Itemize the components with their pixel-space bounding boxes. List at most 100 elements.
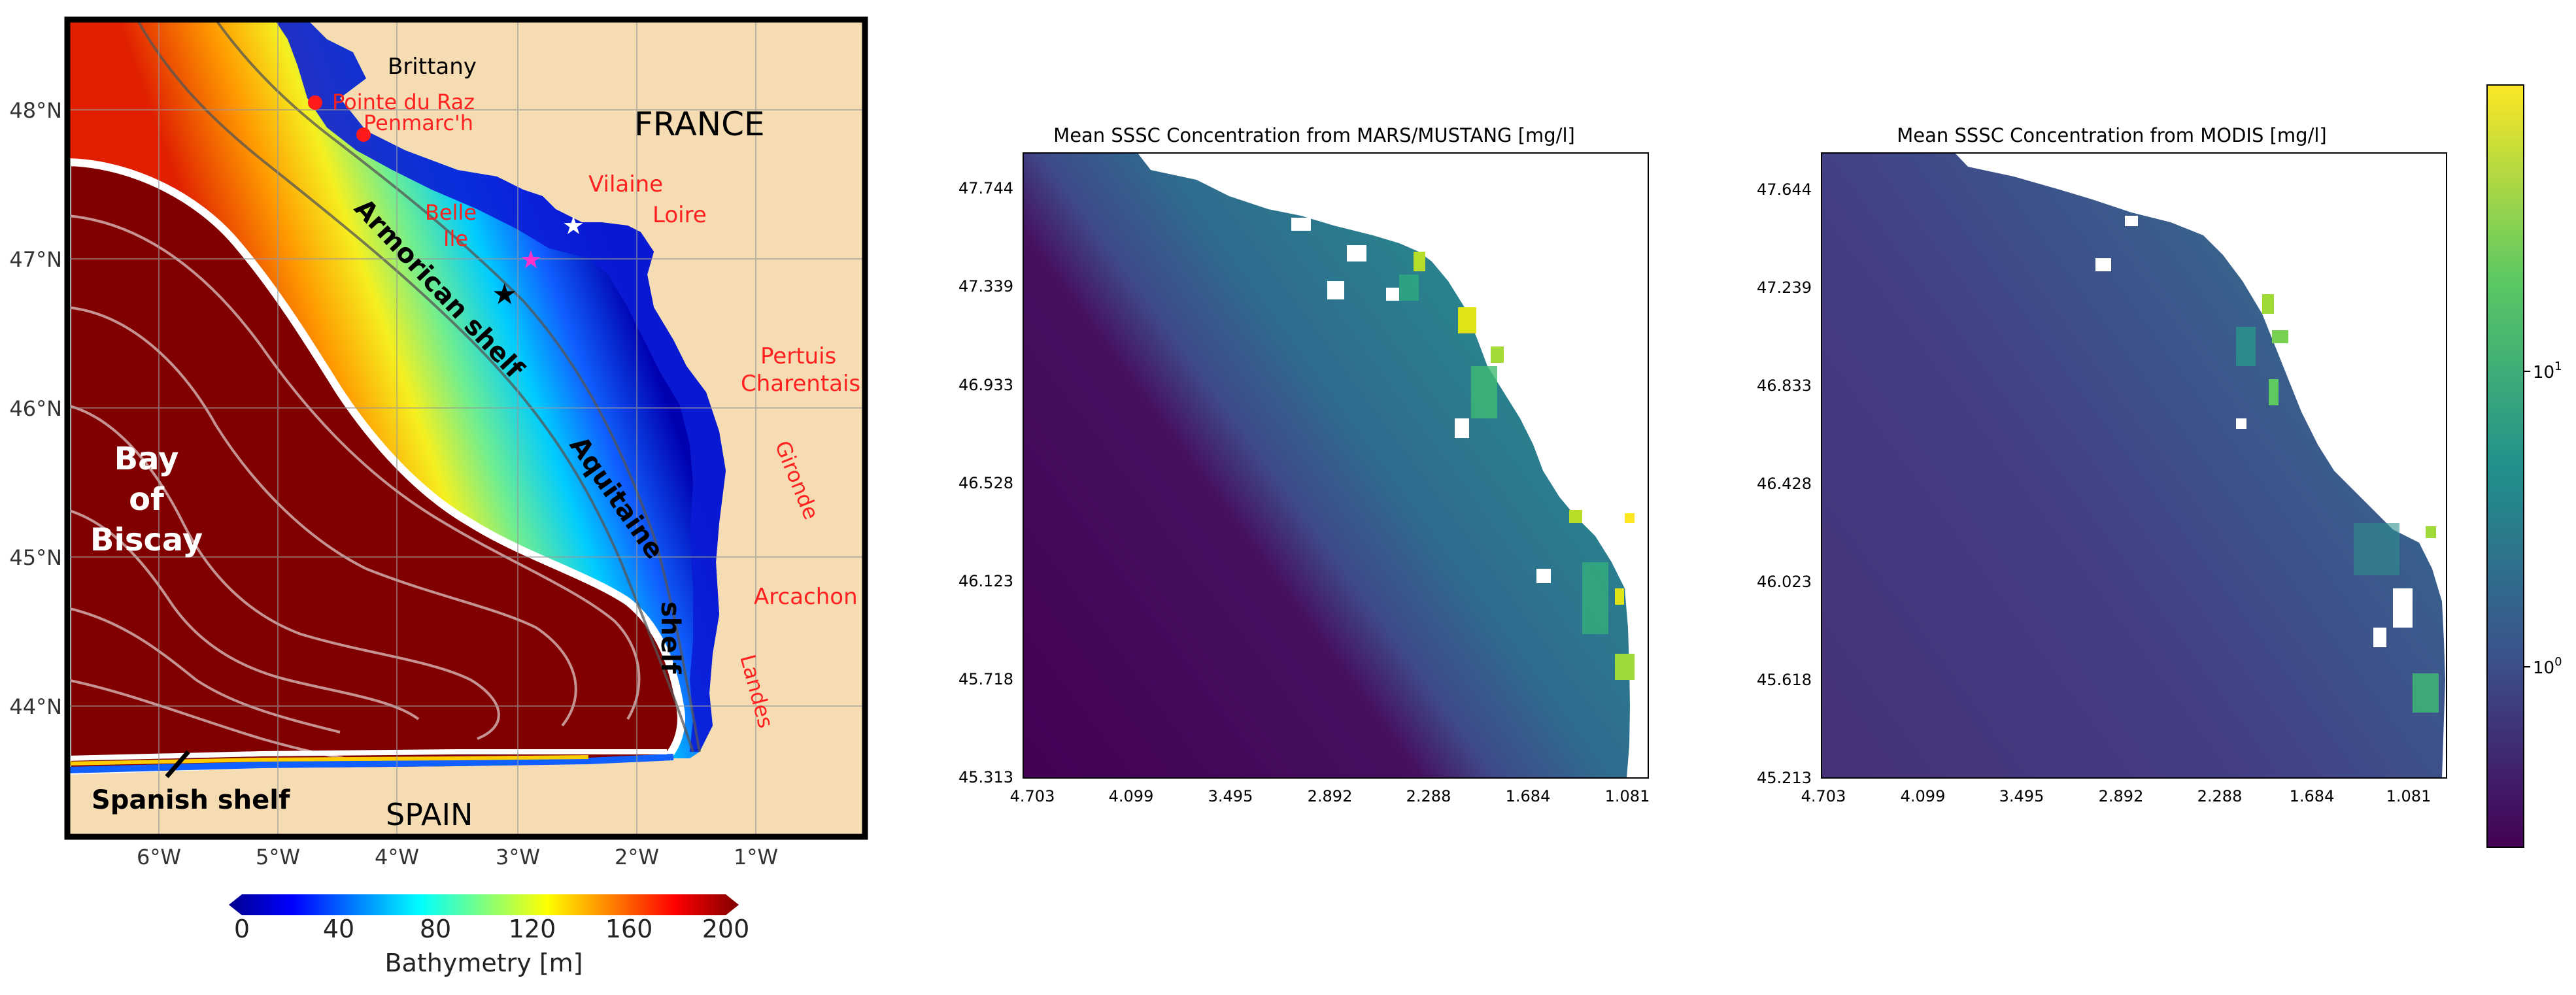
lat-tick: 48°N xyxy=(9,98,62,123)
mars-x-ticks: 4.703 4.099 3.495 2.892 2.288 1.684 1.08… xyxy=(1010,787,1650,805)
mars-y-ticks: 47.744 47.339 46.933 46.528 46.123 45.71… xyxy=(958,179,1013,786)
modis-masked-islands xyxy=(2095,216,2413,647)
mars-y-tick: 47.744 xyxy=(958,179,1013,197)
mars-x-tick: 1.684 xyxy=(1506,787,1551,805)
pointe-du-raz-marker xyxy=(308,95,322,110)
label-loire: Loire xyxy=(652,202,707,228)
modis-x-tick: 1.684 xyxy=(2290,787,2335,805)
sssc-colorbar-tick-label: 100 xyxy=(2533,655,2562,678)
shelf-contours xyxy=(136,20,701,752)
sssc-colorbar: 101 100 xyxy=(2486,84,2562,848)
mars-x-tick: 4.703 xyxy=(1010,787,1055,805)
modis-chart-title: Mean SSSC Concentration from MODIS [mg/l… xyxy=(1897,124,2326,146)
modis-y-tick: 46.833 xyxy=(1757,377,1812,395)
modis-x-tick: 1.081 xyxy=(2386,787,2432,805)
mars-heatmap-chart: Mean SSSC Concentration from MARS/MUSTAN… xyxy=(958,124,1650,805)
coastal-dark-blue-band xyxy=(275,20,726,752)
label-spain: SPAIN xyxy=(386,797,473,832)
label-pertuis-2: Charentais xyxy=(741,371,860,397)
bathymetry-tick: 40 xyxy=(323,915,354,943)
spain-coast xyxy=(67,749,865,837)
label-pertuis-1: Pertuis xyxy=(760,343,836,369)
lon-tick: 2°W xyxy=(615,845,659,869)
penmarch-marker xyxy=(356,127,371,142)
mars-x-tick: 4.099 xyxy=(1109,787,1154,805)
lat-tick: 44°N xyxy=(9,694,62,719)
modis-y-tick: 45.213 xyxy=(1757,769,1812,787)
lat-tick: 45°N xyxy=(9,545,62,570)
modis-x-tick: 4.703 xyxy=(1801,787,1846,805)
bathymetry-colorbar-label: Bathymetry [m] xyxy=(385,949,583,977)
label-belle-ile-1: Belle xyxy=(425,200,477,225)
map-frame xyxy=(64,16,868,840)
lat-tick: 46°N xyxy=(9,396,62,421)
modis-x-ticks: 4.703 4.099 3.495 2.892 2.288 1.684 1.08… xyxy=(1801,787,2432,805)
mars-y-tick: 46.123 xyxy=(958,572,1013,590)
lon-tick: 5°W xyxy=(256,845,300,869)
lat-tick: 47°N xyxy=(9,247,62,272)
modis-plot-frame xyxy=(1821,152,2447,779)
mars-x-tick: 2.892 xyxy=(1308,787,1353,805)
lon-tick: 1°W xyxy=(734,845,778,869)
label-france: FRANCE xyxy=(634,105,765,143)
mars-y-tick: 45.313 xyxy=(958,768,1013,786)
mars-x-tick: 3.495 xyxy=(1208,787,1253,805)
modis-y-tick: 45.618 xyxy=(1757,671,1812,689)
map-lon-ticks: 6°W 5°W 4°W 3°W 2°W 1°W xyxy=(137,845,778,869)
label-bay-2: of xyxy=(129,481,165,518)
mars-coastal-highlights xyxy=(1399,252,1635,680)
modis-x-tick: 2.892 xyxy=(2099,787,2144,805)
pink-star-marker: ★ xyxy=(520,245,542,274)
label-spanish-shelf: Spanish shelf xyxy=(92,785,290,815)
modis-heatmap-chart: Mean SSSC Concentration from MODIS [mg/l… xyxy=(1757,124,2447,805)
mars-y-tick: 46.528 xyxy=(958,474,1013,492)
sssc-colorbar-gradient xyxy=(2486,84,2524,848)
label-pointe-du-raz: Pointe du Raz xyxy=(332,90,475,114)
mars-y-tick: 45.718 xyxy=(958,670,1013,688)
lon-tick: 4°W xyxy=(375,845,419,869)
bathymetry-tick: 80 xyxy=(420,915,451,943)
label-aquitaine-shelf-2: shelf xyxy=(655,601,685,674)
map-lat-ticks: 48°N 47°N 46°N 45°N 44°N xyxy=(9,98,62,719)
mars-x-tick: 1.081 xyxy=(1605,787,1650,805)
black-star-marker: ★ xyxy=(492,278,517,311)
modis-y-ticks: 47.644 47.239 46.833 46.428 46.023 45.61… xyxy=(1757,180,1812,787)
modis-x-tick: 2.288 xyxy=(2197,787,2243,805)
label-bay-1: Bay xyxy=(114,441,179,477)
bathymetry-tick: 200 xyxy=(702,915,750,943)
bathymetry-colorbar-gradient xyxy=(229,894,739,915)
map-gridlines xyxy=(67,20,865,837)
label-penmarch: Penmarc'h xyxy=(364,110,473,135)
bathymetry-tick: 0 xyxy=(234,915,250,943)
lon-tick: 6°W xyxy=(137,845,181,869)
bathymetry-colorbar: 0 40 80 120 160 200 Bathymetry [m] xyxy=(229,894,749,977)
sssc-colorbar-tick-label: 101 xyxy=(2533,360,2562,382)
lon-tick: 3°W xyxy=(496,845,540,869)
modis-x-tick: 4.099 xyxy=(1901,787,1946,805)
mars-x-tick: 2.288 xyxy=(1406,787,1451,805)
mars-y-tick: 46.933 xyxy=(958,376,1013,394)
label-bay-3: Biscay xyxy=(90,522,203,558)
label-vilaine: Vilaine xyxy=(588,171,663,197)
modis-coastal-highlights xyxy=(2236,294,2439,713)
label-arcachon: Arcachon xyxy=(754,584,858,610)
white-star-marker: ★ xyxy=(562,211,585,240)
bathymetry-contours xyxy=(67,214,641,763)
bathymetry-tick: 160 xyxy=(605,915,653,943)
bathymetry-tick: 120 xyxy=(509,915,556,943)
mars-plot-frame xyxy=(1023,152,1649,779)
modis-y-tick: 46.428 xyxy=(1757,475,1812,493)
mars-chart-title: Mean SSSC Concentration from MARS/MUSTAN… xyxy=(1053,124,1575,146)
mars-masked-land xyxy=(1138,153,1648,778)
modis-masked-land xyxy=(1955,153,2447,778)
location-markers: ★ ★ ★ xyxy=(308,95,585,311)
modis-y-tick: 46.023 xyxy=(1757,573,1812,591)
modis-x-tick: 3.495 xyxy=(1999,787,2044,805)
modis-y-tick: 47.644 xyxy=(1757,180,1812,199)
modis-y-tick: 47.239 xyxy=(1757,278,1812,297)
label-belle-ile-2: Ile xyxy=(443,226,468,251)
mars-y-tick: 47.339 xyxy=(958,277,1013,295)
bathymetry-map: ★ ★ ★ Brittany FRANCE SPAIN Pointe du Ra… xyxy=(9,16,868,869)
label-brittany: Brittany xyxy=(388,54,477,80)
